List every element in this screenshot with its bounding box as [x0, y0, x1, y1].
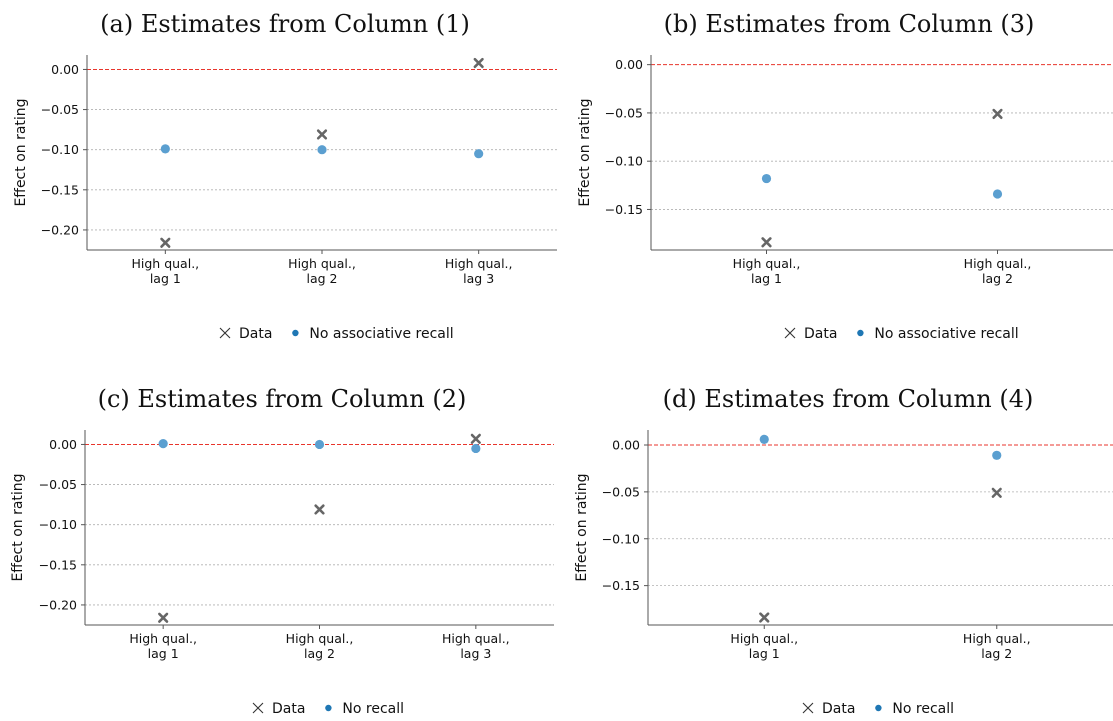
y-tick-label: −0.20: [39, 597, 77, 612]
y-tick-label: −0.10: [605, 154, 643, 169]
data-point-x: [314, 504, 325, 515]
legend-label: No recall: [892, 701, 954, 717]
chart-panel-1: (a) Estimates from Column (1) Effect on r…: [13, 10, 557, 342]
data-point-x: [316, 129, 328, 140]
legend-marker-dot: [875, 704, 882, 712]
chart-panel-4: (d) Estimates from Column (4) Effect on r…: [574, 385, 1113, 717]
y-tick-label: −0.05: [605, 105, 643, 120]
y-axis-label: Effect on rating: [13, 98, 29, 206]
x-tick-label: High qual., lag 1: [132, 256, 200, 286]
x-tick-label: High qual., lag 3: [442, 631, 510, 661]
y-tick-label: −0.15: [602, 578, 640, 593]
y-tick-label: 0.00: [49, 437, 77, 452]
y-tick-label: −0.15: [39, 557, 77, 572]
legend: Data No recall: [252, 701, 404, 717]
chart-panel-2: (b) Estimates from Column (3) Effect on r…: [577, 10, 1113, 342]
x-tick-label: High qual., lag 2: [964, 256, 1032, 286]
y-tick-label: −0.15: [605, 202, 643, 217]
legend-marker-dot: [325, 704, 332, 712]
panel-title: (d) Estimates from Column (4): [663, 385, 1034, 413]
model-point: [992, 189, 1003, 199]
y-axis-label: Effect on rating: [577, 98, 593, 206]
model-point: [160, 144, 170, 154]
model-point: [471, 443, 481, 454]
legend: Data No associative recall: [219, 326, 454, 342]
legend-marker-x: [784, 327, 796, 339]
legend-marker-x: [252, 702, 264, 714]
y-tick-label: 0.00: [612, 438, 640, 453]
model-point: [759, 434, 769, 444]
data-point-x: [473, 57, 484, 69]
model-point: [474, 149, 484, 159]
legend-label: No recall: [342, 701, 404, 717]
model-point: [761, 173, 772, 184]
legend-marker-dot: [857, 329, 864, 337]
panel-title: (c) Estimates from Column (2): [98, 385, 467, 413]
model-point: [992, 450, 1002, 460]
legend-label: Data: [804, 326, 837, 342]
y-tick-label: −0.20: [41, 222, 79, 237]
legend-marker-x: [219, 327, 231, 339]
y-axis-label: Effect on rating: [574, 473, 590, 581]
y-tick-label: −0.05: [39, 477, 77, 492]
legend: Data No associative recall: [784, 326, 1019, 342]
legend-marker-dot: [292, 329, 299, 337]
y-tick-label: −0.15: [41, 182, 79, 197]
panel-title: (a) Estimates from Column (1): [100, 10, 470, 38]
x-tick-label: High qual., lag 2: [288, 256, 356, 286]
model-point: [158, 439, 168, 449]
y-tick-label: −0.05: [602, 484, 640, 499]
x-tick-label: High qual., lag 1: [733, 256, 801, 286]
x-tick-label: High qual., lag 1: [730, 631, 798, 661]
data-point-x: [158, 612, 169, 623]
legend-label: No associative recall: [309, 326, 453, 342]
legend-label: Data: [272, 701, 305, 717]
y-tick-label: −0.10: [602, 531, 640, 546]
model-point: [314, 439, 325, 450]
legend-label: No associative recall: [874, 326, 1018, 342]
x-tick-label: High qual., lag 2: [286, 631, 354, 661]
y-axis-label: Effect on rating: [10, 473, 26, 581]
data-point-x: [992, 108, 1003, 119]
y-tick-label: −0.10: [39, 517, 77, 532]
x-tick-label: High qual., lag 3: [445, 256, 513, 286]
legend-label: Data: [822, 701, 855, 717]
chart-panel-3: (c) Estimates from Column (2) Effect on r…: [10, 385, 554, 717]
model-point: [317, 145, 327, 155]
data-point-x: [991, 487, 1002, 498]
y-tick-label: 0.00: [51, 62, 79, 77]
legend: Data No recall: [802, 701, 954, 717]
legend-marker-x: [802, 702, 814, 714]
data-point-x: [160, 237, 171, 248]
y-tick-label: 0.00: [615, 57, 643, 72]
data-point-x: [759, 612, 770, 623]
y-tick-label: −0.05: [41, 102, 79, 117]
legend-label: Data: [239, 326, 272, 342]
panel-title: (b) Estimates from Column (3): [664, 10, 1035, 38]
y-tick-label: −0.10: [41, 142, 79, 157]
x-tick-label: High qual., lag 2: [963, 631, 1031, 661]
data-point-x: [761, 237, 772, 248]
data-point-x: [470, 433, 481, 444]
x-tick-label: High qual., lag 1: [129, 631, 197, 661]
